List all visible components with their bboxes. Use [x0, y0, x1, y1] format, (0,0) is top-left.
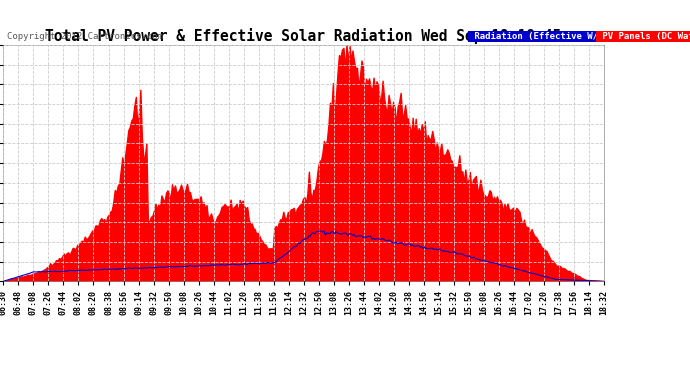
- Text: Copyright 2012 Cartronics.com: Copyright 2012 Cartronics.com: [7, 32, 163, 41]
- Text: Radiation (Effective W/m2): Radiation (Effective W/m2): [469, 32, 620, 41]
- Text: PV Panels (DC Watts): PV Panels (DC Watts): [597, 32, 690, 41]
- Title: Total PV Power & Effective Solar Radiation Wed Sep 19 18:45: Total PV Power & Effective Solar Radiati…: [46, 28, 562, 44]
